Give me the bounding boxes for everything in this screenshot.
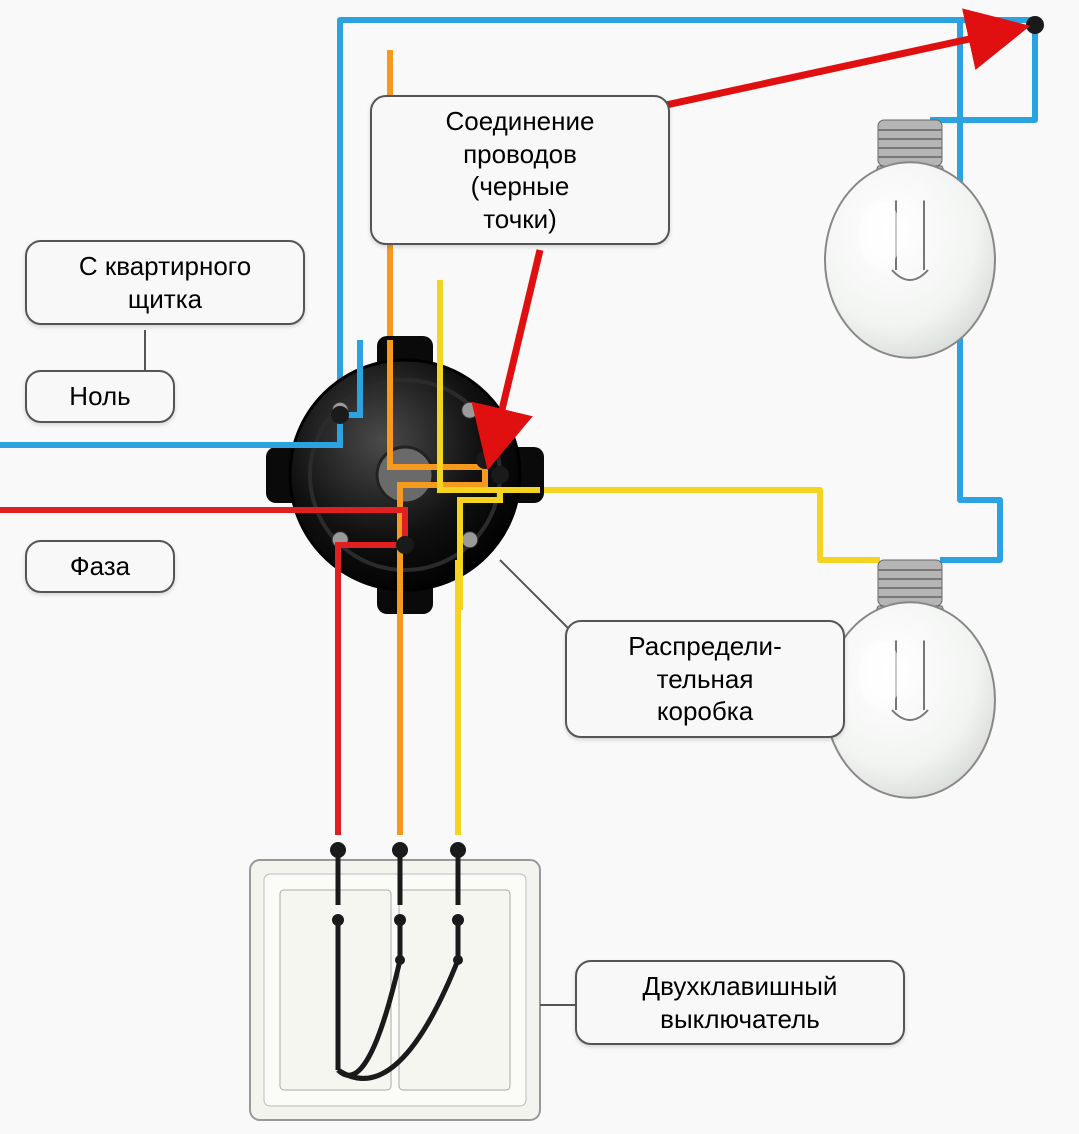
wiring-diagram: Соединение проводов (черные точки) С ква… [0, 0, 1079, 1134]
label-from-panel: С квартирного щитка [25, 240, 305, 325]
label-phase: Фаза [25, 540, 175, 593]
label-neutral: Ноль [25, 370, 175, 423]
label-connection-points: Соединение проводов (черные точки) [370, 95, 670, 245]
label-two-key-switch: Двухклавишный выключатель [575, 960, 905, 1045]
label-junction-box: Распредели- тельная коробка [565, 620, 845, 738]
